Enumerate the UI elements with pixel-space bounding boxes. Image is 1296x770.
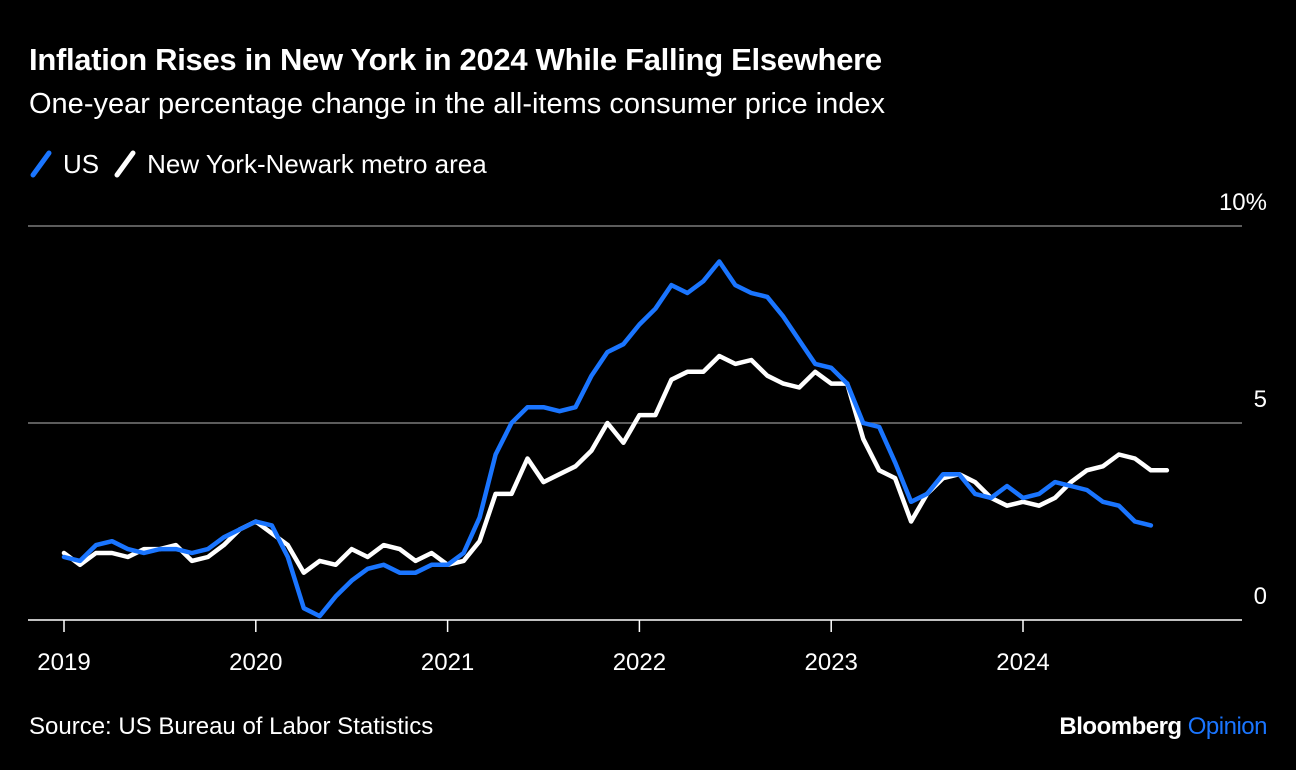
legend-swatch-us-icon [30, 150, 52, 178]
chart-legend: US New York-Newark metro area [29, 147, 501, 181]
legend-label-ny: New York-Newark metro area [147, 148, 487, 179]
x-tick-label: 2021 [421, 649, 474, 676]
legend-label-us: US [63, 148, 100, 179]
x-tick-label: 2023 [805, 649, 858, 676]
chart-title: Inflation Rises in New York in 2024 Whil… [29, 42, 882, 77]
brand-name: Bloomberg [1059, 713, 1182, 740]
series-line-us [61, 259, 1154, 619]
source-note: Source: US Bureau of Labor Statistics [29, 713, 434, 740]
chart-subtitle: One-year percentage change in the all-it… [29, 88, 885, 120]
y-tick-label: 5 [1254, 386, 1267, 413]
brand-logo: Bloomberg Opinion [1059, 713, 1267, 741]
legend-item-us: US [29, 149, 99, 180]
y-tick-label: 10% [1219, 189, 1267, 216]
y-tick-label: 0 [1254, 583, 1267, 610]
series-line-ny [61, 353, 1170, 575]
x-tick-label: 2022 [613, 649, 666, 676]
legend-item-ny: New York-Newark metro area [113, 149, 487, 180]
x-tick-label: 2020 [229, 649, 282, 676]
brand-accent: Opinion [1187, 713, 1268, 740]
x-tick-label: 2019 [37, 649, 90, 676]
legend-swatch-ny-icon [114, 150, 136, 178]
x-tick-label: 2024 [996, 649, 1049, 676]
